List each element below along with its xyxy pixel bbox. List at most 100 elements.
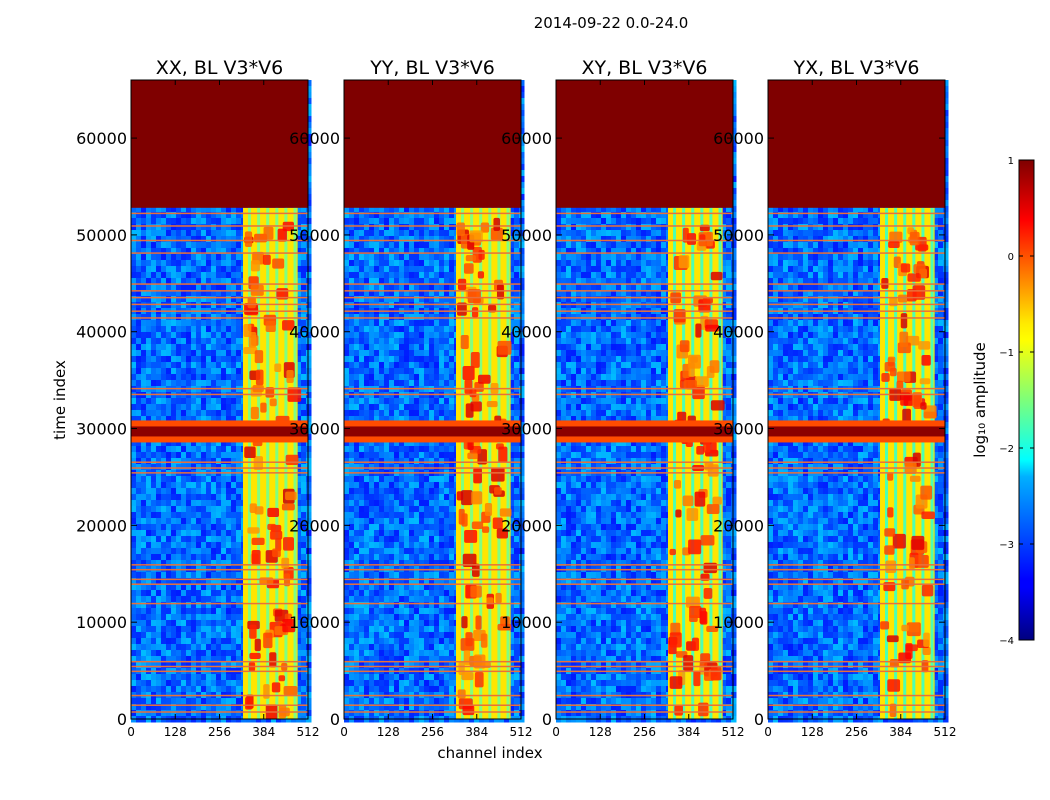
- y-tick-label: 10000: [713, 613, 764, 632]
- flagged-row: [344, 290, 521, 292]
- strong-rfi-row: [768, 426, 945, 437]
- panel-title: XY, BL V3*V6: [581, 57, 707, 79]
- rfi-band-stripe: [691, 207, 695, 720]
- rfi-band-stripe: [497, 207, 501, 720]
- flagged-row: [556, 660, 733, 663]
- flagged-row: [131, 660, 308, 663]
- x-tick-label: 384: [889, 725, 912, 739]
- y-tick-label: 30000: [289, 420, 340, 439]
- flagged-row: [344, 225, 521, 227]
- x-tick-label: 0: [340, 725, 348, 739]
- x-tick-label: 256: [633, 725, 656, 739]
- y-tick-label: 40000: [76, 323, 127, 342]
- x-tick-label: 512: [722, 725, 745, 739]
- flagged-row: [556, 296, 733, 299]
- flagged-row: [131, 310, 308, 312]
- flagged-row: [556, 564, 733, 566]
- flagged-row: [768, 564, 945, 566]
- y-tick-label: 60000: [289, 129, 340, 148]
- flagged-row: [768, 225, 945, 227]
- flagged-row: [768, 290, 945, 292]
- flagged-rows: [131, 212, 308, 713]
- flagged-row: [344, 583, 521, 585]
- flagged-row: [344, 711, 521, 713]
- flagged-row: [131, 602, 308, 605]
- panel-title: YY, BL V3*V6: [369, 57, 495, 79]
- y-tick-label: 0: [542, 710, 552, 729]
- x-tick-label: 256: [845, 725, 868, 739]
- panel-title: YX, BL V3*V6: [792, 57, 919, 79]
- flagged-row: [131, 583, 308, 585]
- panel-2: XY, BL V3*V6 0 128 256 384 512 0 10000 20000 3000…: [501, 57, 744, 739]
- flagged-row: [768, 303, 945, 306]
- flagged-row: [556, 583, 733, 585]
- x-tick-label: 384: [252, 725, 275, 739]
- y-axis-label: time index: [51, 360, 69, 440]
- rfi-band-stripe: [470, 207, 474, 720]
- flagged-row: [768, 239, 945, 242]
- flagged-row: [344, 660, 521, 663]
- strong-rfi-row: [556, 426, 733, 437]
- flagged-row: [768, 583, 945, 585]
- flagged-row: [131, 694, 308, 697]
- flagged-row: [556, 252, 733, 254]
- colorbar-tick-label: 1: [1008, 156, 1014, 167]
- flagged-row: [131, 711, 308, 713]
- flagged-row: [556, 239, 733, 242]
- y-tick-label: 0: [117, 710, 127, 729]
- rfi-band-stripe: [461, 207, 465, 720]
- flagged-row: [131, 212, 308, 215]
- flagged-row: [131, 252, 308, 254]
- flagged-row: [556, 225, 733, 227]
- flagged-row: [556, 393, 733, 396]
- x-tick-label: 384: [677, 725, 700, 739]
- flagged-row: [131, 239, 308, 242]
- flagged-row: [768, 670, 945, 673]
- flagged-row: [344, 472, 521, 474]
- y-tick-label: 60000: [76, 129, 127, 148]
- x-tick-label: 0: [127, 725, 135, 739]
- rfi-band-stripe: [921, 207, 925, 720]
- flagged-row: [344, 467, 521, 469]
- colorbar-tick-label: −2: [999, 444, 1014, 455]
- flagged-row: [131, 290, 308, 292]
- strong-rfi-row: [344, 426, 521, 437]
- flagged-row: [768, 296, 945, 299]
- x-tick-label: 256: [421, 725, 444, 739]
- colorbar-tick-label: −3: [999, 540, 1014, 551]
- flagged-row: [344, 310, 521, 312]
- flagged-row: [344, 239, 521, 242]
- flagged-row: [131, 303, 308, 306]
- y-tick-label: 60000: [713, 129, 764, 148]
- flagged-row: [344, 670, 521, 673]
- y-tick-label: 0: [330, 710, 340, 729]
- flagged-row: [556, 310, 733, 312]
- flagged-row: [131, 472, 308, 474]
- y-tick-label: 20000: [501, 516, 552, 535]
- flagged-row: [131, 283, 308, 285]
- rfi-band-stripe: [488, 207, 492, 720]
- flagged-row: [131, 387, 308, 390]
- rfi-band-stripe: [682, 207, 686, 720]
- flagged-row: [768, 310, 945, 312]
- colorbar-tick-label: −1: [999, 348, 1014, 359]
- flagged-row: [556, 704, 733, 706]
- flagged-rows: [556, 212, 733, 713]
- x-tick-label: 384: [465, 725, 488, 739]
- panel-1: YY, BL V3*V6 0 128 256 384 512 0 10000 20000 3000…: [289, 57, 532, 739]
- flagged-row: [131, 467, 308, 469]
- figure-title: 2014-09-22 0.0-24.0: [534, 14, 689, 32]
- flagged-row: [768, 252, 945, 254]
- flagged-row: [768, 393, 945, 396]
- flagged-row: [556, 665, 733, 668]
- y-tick-label: 30000: [76, 420, 127, 439]
- flagged-row: [344, 212, 521, 215]
- flagged-row: [556, 290, 733, 292]
- flagged-row: [344, 303, 521, 306]
- rfi-band-stripe: [718, 207, 722, 720]
- flagged-row: [556, 467, 733, 469]
- rfi-band-stripe: [700, 207, 704, 720]
- y-tick-label: 30000: [501, 420, 552, 439]
- x-tick-label: 128: [377, 725, 400, 739]
- rfi-band-stripe: [506, 207, 510, 720]
